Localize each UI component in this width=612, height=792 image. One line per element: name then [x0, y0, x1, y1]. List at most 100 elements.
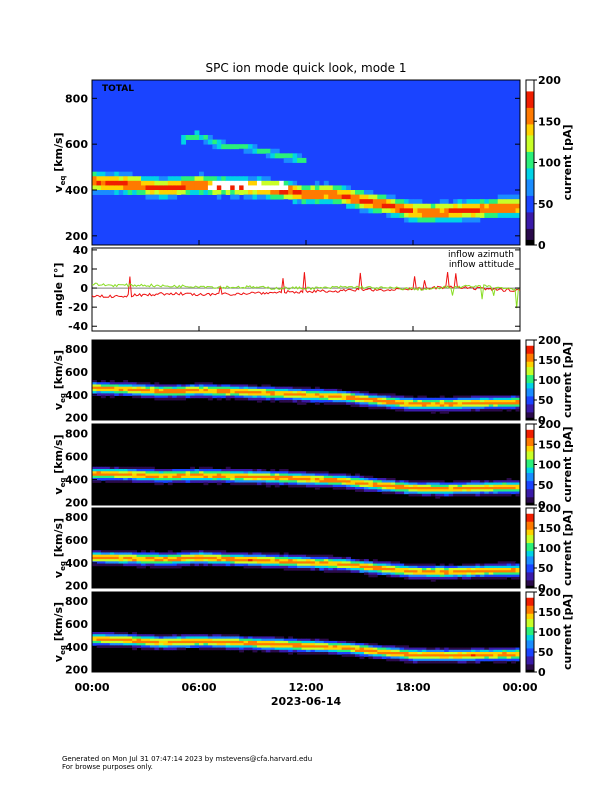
heatmap-cell — [430, 570, 436, 573]
heatmap-cell — [274, 645, 280, 648]
colorbar-swatch — [526, 151, 534, 158]
heatmap-cell — [234, 647, 240, 651]
heatmap-cell — [114, 554, 120, 558]
heatmap-cell — [127, 180, 133, 186]
heatmap-cell — [176, 643, 182, 646]
heatmap-cell — [484, 563, 490, 567]
heatmap-cell — [279, 480, 285, 483]
heatmap-cell — [163, 645, 169, 648]
heatmap-cell — [470, 563, 476, 567]
heatmap-cell — [381, 482, 387, 486]
heatmap-cell — [243, 176, 249, 182]
heatmap-cell — [114, 391, 120, 394]
heatmap-cell — [163, 640, 169, 644]
heatmap-cell — [390, 406, 396, 410]
heatmap-cell — [430, 208, 436, 214]
heatmap-cell — [239, 552, 244, 556]
y-tick-label: 200 — [65, 412, 88, 425]
heatmap-cell — [297, 473, 302, 477]
heatmap-cell — [127, 636, 133, 640]
y-axis-label: veq [km/s] — [52, 602, 67, 662]
heatmap-cell — [297, 391, 302, 394]
heatmap-cell — [212, 647, 218, 651]
heatmap-cell — [386, 565, 392, 569]
heatmap-cell — [274, 480, 280, 483]
heatmap-cell — [341, 397, 347, 401]
heatmap-cell — [390, 393, 396, 396]
heatmap-cell — [328, 645, 334, 648]
heatmap-cell — [185, 554, 191, 558]
heatmap-cell — [435, 568, 441, 571]
heatmap-cell — [386, 489, 392, 492]
heatmap-cell — [301, 388, 307, 392]
heatmap-cell — [288, 397, 294, 401]
heatmap-cell — [399, 491, 405, 495]
heatmap-cell — [453, 400, 458, 403]
heatmap-cell — [288, 643, 294, 646]
heatmap-cell — [399, 480, 405, 483]
heatmap-cell — [377, 395, 383, 399]
heatmap-cell — [212, 556, 218, 560]
heatmap-cell — [470, 199, 476, 205]
heatmap-cell — [123, 469, 129, 472]
colorbar-swatch — [526, 642, 534, 646]
heatmap-cell — [363, 652, 369, 655]
heatmap-cell — [511, 484, 516, 488]
heatmap-cell — [359, 568, 365, 571]
heatmap-cell — [417, 487, 423, 490]
heatmap-cell — [346, 400, 351, 403]
heatmap-cell — [172, 473, 178, 477]
heatmap-cell — [359, 652, 365, 655]
heatmap-cell — [270, 473, 276, 477]
heatmap-cell — [430, 568, 436, 571]
heatmap-cell — [92, 190, 97, 195]
heatmap-cell — [502, 660, 508, 664]
heatmap-cell — [221, 176, 227, 182]
heatmap-cell — [306, 190, 311, 195]
heatmap-cell — [319, 652, 325, 655]
heatmap-cell — [243, 643, 249, 646]
heatmap-cell — [270, 636, 276, 640]
heatmap-cell — [256, 148, 262, 154]
heatmap-cell — [194, 176, 200, 182]
heatmap-cell — [274, 395, 280, 399]
heatmap-cell — [372, 484, 378, 488]
heatmap-cell — [359, 404, 365, 408]
heatmap-cell — [252, 471, 258, 474]
y-axis-label: angle [°] — [52, 263, 65, 317]
heatmap-cell — [404, 406, 409, 410]
heatmap-cell — [444, 660, 450, 664]
heatmap-cell — [136, 469, 142, 472]
heatmap-cell — [225, 638, 231, 642]
heatmap-cell — [203, 554, 209, 558]
heatmap-cell — [323, 194, 329, 200]
heatmap-cell — [328, 554, 334, 558]
colorbar-swatch — [526, 516, 534, 520]
heatmap-cell — [190, 640, 195, 644]
heatmap-cell — [221, 643, 227, 646]
heatmap-cell — [421, 397, 427, 401]
heatmap-cell — [100, 391, 106, 394]
heatmap-cell — [466, 402, 472, 405]
heatmap-cell — [203, 561, 209, 564]
heatmap-cell — [430, 647, 436, 651]
heatmap-cell — [114, 469, 120, 472]
heatmap-cell — [323, 652, 329, 655]
heatmap-cell — [163, 391, 169, 394]
heatmap-cell — [145, 480, 151, 483]
heatmap-cell — [100, 554, 106, 558]
heatmap-cell — [417, 402, 423, 405]
heatmap-cell — [381, 568, 387, 571]
heatmap-cell — [297, 652, 302, 655]
heatmap-cell — [417, 563, 423, 567]
heatmap-cell — [234, 475, 240, 479]
heatmap-cell — [114, 190, 120, 195]
heatmap-cell — [328, 400, 334, 403]
heatmap-cell — [448, 656, 454, 660]
colorbar-swatch — [526, 107, 534, 114]
heatmap-cell — [435, 482, 441, 486]
heatmap-cell — [181, 647, 187, 651]
heatmap-cell — [395, 563, 401, 567]
heatmap-cell — [265, 185, 271, 191]
heatmap-cell — [466, 654, 472, 657]
